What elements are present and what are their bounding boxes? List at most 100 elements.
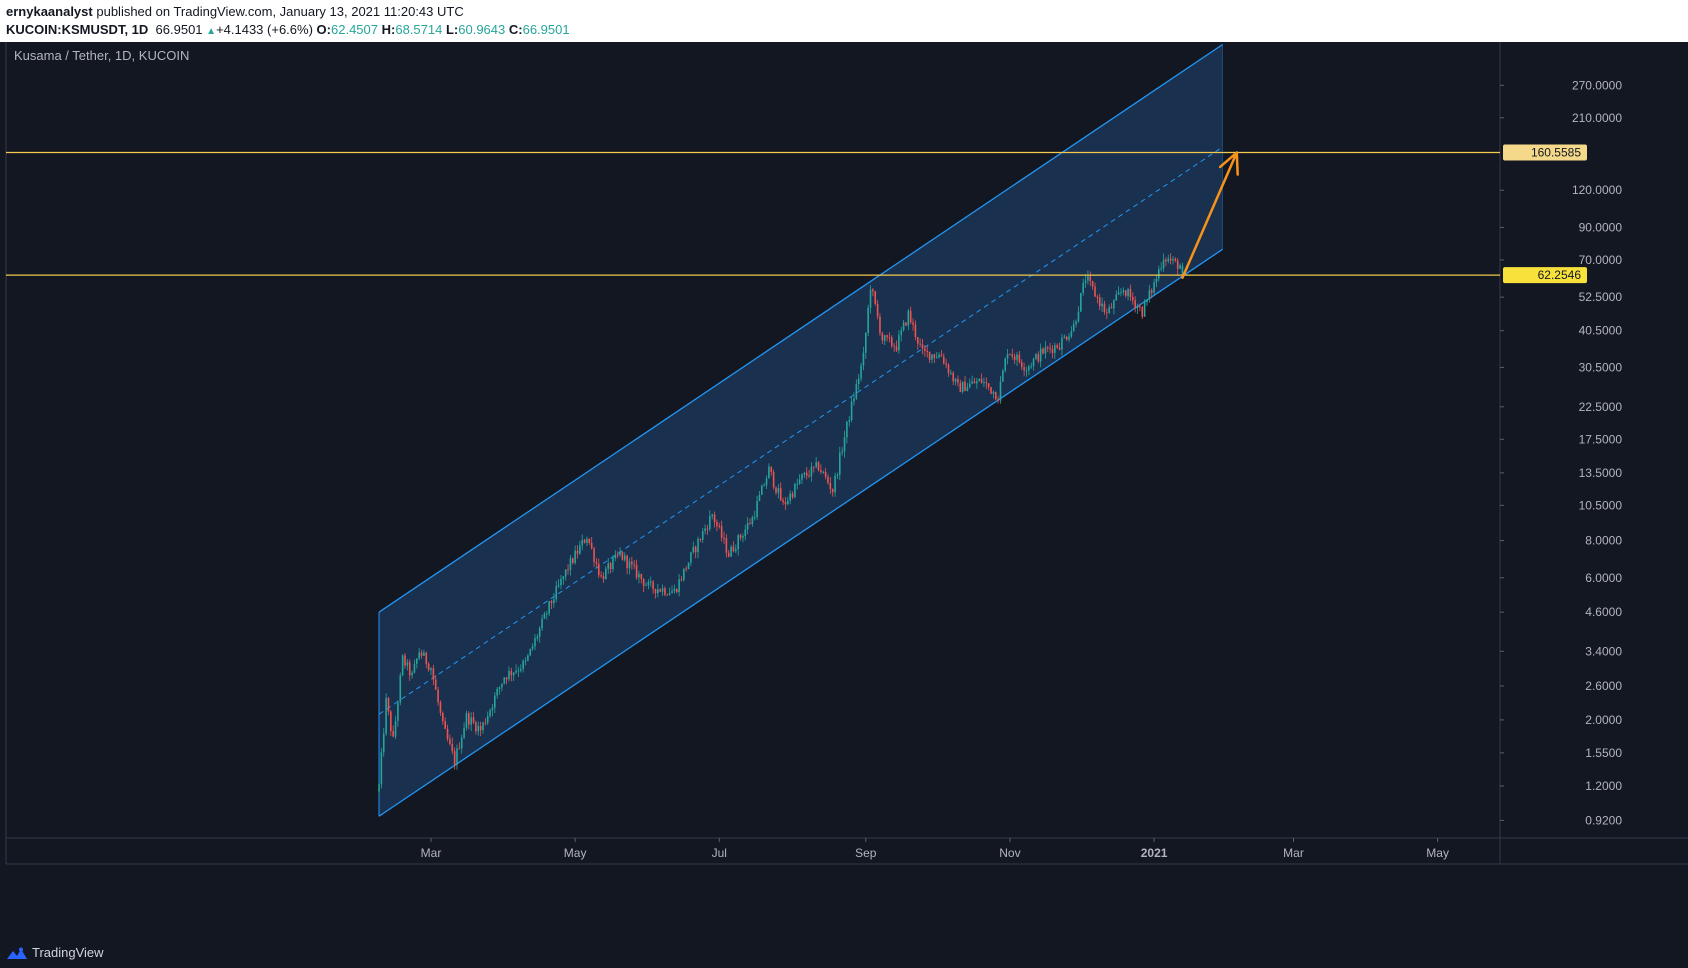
candle-body [926,350,929,352]
candle-body [1042,348,1044,354]
candle-body [824,471,827,477]
candle-body [746,523,749,530]
candle-body [583,539,586,543]
candle-body [950,372,952,374]
candle-body [470,717,472,725]
candle-body [501,683,503,688]
candle-body [905,322,907,326]
candle-body [619,551,621,555]
projection-arrow-head-icon [1218,151,1239,176]
channel-upper-line[interactable] [378,43,1223,613]
candle-body [1169,258,1172,261]
candle-body [602,576,605,580]
candle-body [924,348,926,351]
candle-body [867,307,869,334]
candle-body [616,554,619,556]
candle-body [442,712,444,722]
level-price-badge[interactable] [1503,267,1587,284]
price-tick-label: 30.5000 [1579,360,1623,374]
candle-body [709,515,711,530]
candle-body [638,573,640,578]
candle-body [614,554,617,559]
candle-body [477,726,480,732]
price-chart[interactable]: Kusama / Tether, 1D, KUCOIN 270.0000 210.… [0,42,1688,938]
price-tick-label: 10.5000 [1579,498,1623,512]
candle-body [1158,269,1160,279]
open-label: O: [316,22,331,37]
candle-body [890,337,893,346]
candle-body [857,378,860,385]
candle-body [732,546,735,552]
close-value: 66.9501 [522,22,570,37]
chart-area[interactable]: Kusama / Tether, 1D, KUCOIN 270.0000 210.… [0,42,1688,938]
chart-title: Kusama / Tether, 1D, KUCOIN [14,48,189,63]
candle-body [647,581,650,586]
candle-body [1148,290,1151,300]
candle-body [768,466,770,479]
candle-body [796,483,799,485]
candle-body [685,568,688,570]
candle-body [397,702,399,721]
candle-body [938,354,940,358]
publisher-name[interactable]: ernykaanalyst [6,4,93,19]
candle-body [640,573,643,579]
channel-lower-line[interactable] [378,248,1223,817]
price-tick-label: 22.5000 [1579,400,1623,414]
candle-body [569,558,572,570]
candle-body [463,727,465,738]
candle-body [711,514,713,516]
candle-body [753,516,756,518]
candle-body [1072,324,1075,331]
candle-body [735,549,737,552]
candle-body [928,351,931,360]
candle-body [1020,361,1023,368]
candle-body [446,728,449,739]
candle-body [538,628,541,637]
candle-body [879,316,881,334]
candle-body [1165,259,1167,262]
candle-body [411,672,413,676]
candle-body [590,542,593,549]
candle-body [862,352,865,366]
level-price-badge[interactable] [1503,144,1587,161]
footer: TradingView [0,938,1688,968]
candle-body [543,613,546,619]
candle-body [1016,354,1018,360]
candle-body [791,493,794,498]
projection-arrow-line[interactable] [1181,151,1239,279]
candle-body [626,555,628,569]
candle-body [1091,281,1094,287]
candle-body [739,535,742,538]
candle-body [593,548,595,563]
time-tick-label: 2021 [1141,846,1168,860]
candle-body [675,589,678,593]
candle-body [579,545,581,554]
candle-body [605,568,607,580]
candle-body [876,303,879,317]
published-text: published on TradingView.com, January 13… [96,4,464,19]
candle-body [654,588,657,594]
candle-body [649,581,652,583]
candle-body [772,471,775,488]
candle-body [522,660,524,670]
candle-body [914,324,917,338]
candle-body [761,485,763,495]
tradingview-logo-icon [7,947,27,959]
candle-body [642,578,645,586]
candle-body [1063,336,1066,339]
candle-body [964,381,966,392]
candle-body [976,381,978,384]
candle-body [730,546,732,557]
candle-body [1172,258,1174,261]
candle-body [600,575,602,577]
candle-body [789,493,791,501]
tradingview-brand[interactable]: TradingView [6,945,104,961]
candle-body [1141,307,1144,317]
candle-body [576,550,579,554]
candle-body [692,546,695,553]
price-tick-label: 17.5000 [1579,432,1623,446]
candle-body [942,356,945,364]
candle-body [850,401,853,421]
candle-body [973,381,976,384]
candle-body [749,523,751,525]
